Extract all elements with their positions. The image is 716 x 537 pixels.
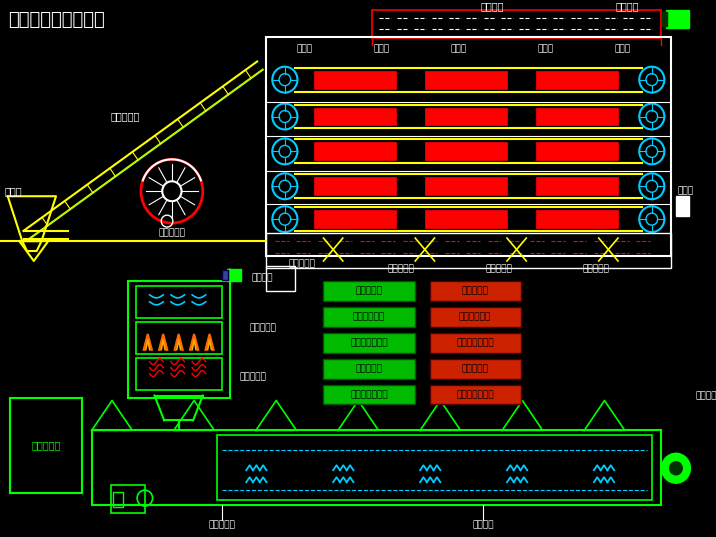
Text: 排湿顶: 排湿顶 xyxy=(615,44,631,53)
Bar xyxy=(430,384,521,404)
Bar xyxy=(425,177,507,195)
Text: 排湿风机【关】: 排湿风机【关】 xyxy=(456,338,494,347)
Bar xyxy=(111,485,145,513)
Bar xyxy=(92,430,662,505)
Bar xyxy=(314,177,396,195)
Bar xyxy=(372,10,662,38)
Text: 排湿风机: 排湿风机 xyxy=(616,1,639,11)
Bar xyxy=(667,10,690,28)
Bar xyxy=(536,142,618,161)
Bar xyxy=(430,281,521,301)
Text: 二级调风阀: 二级调风阀 xyxy=(485,264,513,273)
Bar xyxy=(430,359,521,379)
Circle shape xyxy=(668,460,684,476)
Text: 拌湿管道: 拌湿管道 xyxy=(472,520,493,529)
Text: 方变方接口: 方变方接口 xyxy=(289,259,316,268)
Bar xyxy=(324,281,415,301)
Text: 传动出料【开】: 传动出料【开】 xyxy=(350,390,387,399)
Bar xyxy=(536,210,618,228)
Text: 传动出料【关】: 传动出料【关】 xyxy=(456,390,494,399)
Bar xyxy=(314,210,396,228)
Bar xyxy=(113,492,122,507)
Text: 脱水蔬菜带式干燥机: 脱水蔬菜带式干燥机 xyxy=(8,11,105,29)
Bar xyxy=(662,12,667,26)
Text: 热风鼓风机: 热风鼓风机 xyxy=(208,520,236,529)
Bar xyxy=(425,71,507,89)
Bar xyxy=(136,358,222,389)
Bar xyxy=(324,307,415,326)
Text: 三级调风阀: 三级调风阀 xyxy=(582,264,609,273)
Text: 自动上料机: 自动上料机 xyxy=(111,112,140,121)
Text: 排湿风机: 排湿风机 xyxy=(695,391,716,400)
Bar xyxy=(425,210,507,228)
Bar xyxy=(217,436,652,500)
Text: 燃煤热风炉: 燃煤热风炉 xyxy=(249,323,276,332)
Bar xyxy=(536,71,618,89)
Circle shape xyxy=(662,453,690,483)
Text: 排湿管道: 排湿管道 xyxy=(480,1,504,11)
Bar xyxy=(266,233,671,268)
Text: 加料【开】: 加料【开】 xyxy=(355,364,382,373)
Text: 热风鼓风机: 热风鼓风机 xyxy=(158,229,185,237)
Text: 排湿顶: 排湿顶 xyxy=(296,44,312,53)
Bar xyxy=(430,333,521,353)
Bar xyxy=(536,107,618,126)
Text: 排湿顶: 排湿顶 xyxy=(450,44,467,53)
Text: 排湿顶: 排湿顶 xyxy=(373,44,390,53)
Bar xyxy=(222,270,228,280)
Bar xyxy=(136,286,222,318)
Text: 【俯视面】: 【俯视面】 xyxy=(32,440,61,451)
Text: 烟气风机: 烟气风机 xyxy=(251,273,273,282)
Bar xyxy=(227,269,241,281)
Text: 加料斗: 加料斗 xyxy=(5,186,22,196)
Bar xyxy=(425,107,507,126)
Bar xyxy=(266,37,671,256)
Bar xyxy=(676,196,690,216)
Text: 排湿风机【开】: 排湿风机【开】 xyxy=(350,338,387,347)
Text: 鼓风机【开】: 鼓风机【开】 xyxy=(353,313,385,321)
Bar xyxy=(128,281,230,398)
Bar xyxy=(314,71,396,89)
Bar xyxy=(9,398,82,493)
Bar xyxy=(425,142,507,161)
Text: 鼓风机【关】: 鼓风机【关】 xyxy=(459,313,491,321)
Bar xyxy=(314,107,396,126)
Bar xyxy=(324,333,415,353)
Bar xyxy=(536,177,618,195)
Bar xyxy=(266,266,294,291)
Bar xyxy=(430,307,521,326)
Text: 一级调风阀: 一级调风阀 xyxy=(387,264,414,273)
Bar xyxy=(314,142,396,161)
Text: 方菱匹接口: 方菱匹接口 xyxy=(239,372,266,381)
Bar xyxy=(324,359,415,379)
Text: 出料口: 出料口 xyxy=(677,187,694,196)
Bar xyxy=(324,384,415,404)
Text: 加料【关】: 加料【关】 xyxy=(462,364,488,373)
Text: 排湿顶: 排湿顶 xyxy=(538,44,553,53)
Bar xyxy=(136,322,222,354)
Text: 加热【开】: 加热【开】 xyxy=(355,286,382,295)
Text: 加热【关】: 加热【关】 xyxy=(462,286,488,295)
